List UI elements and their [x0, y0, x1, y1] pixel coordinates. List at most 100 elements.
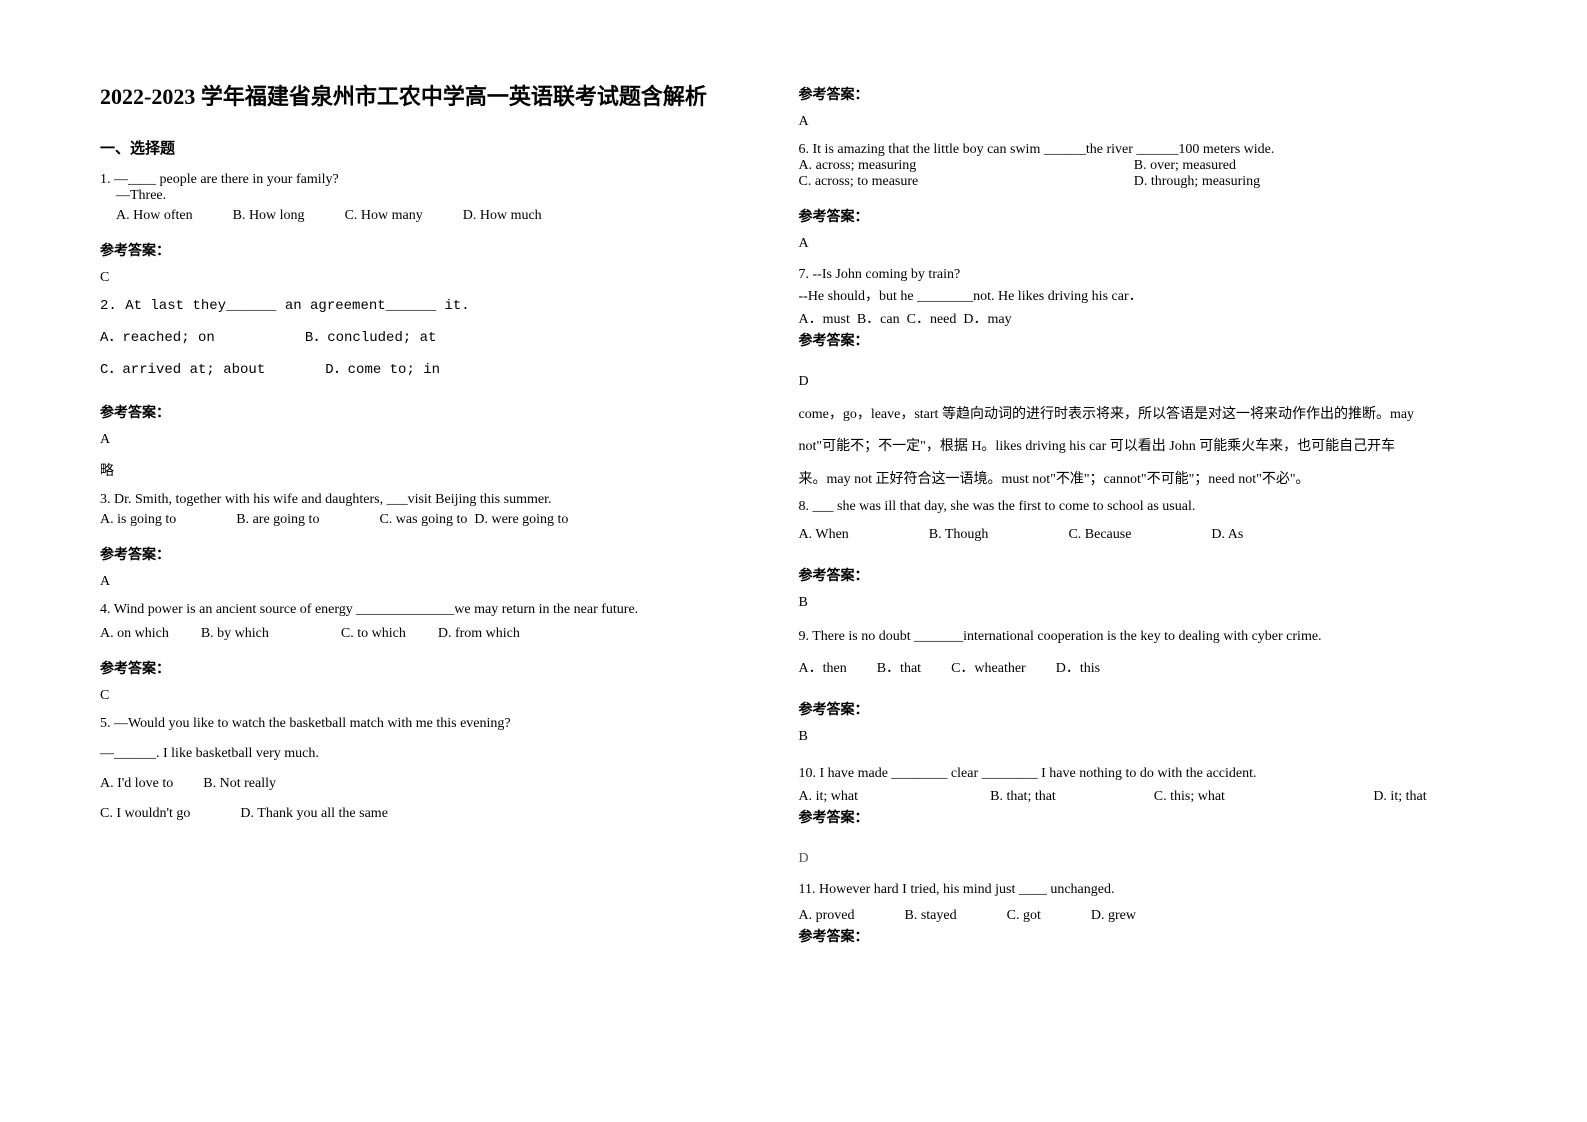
q11-answer-label: 参考答案： — [799, 927, 1498, 949]
q6-answer: A — [799, 236, 1498, 252]
q1-options: A. How often B. How long C. How many D. … — [116, 208, 799, 224]
q4-answer-label: 参考答案： — [100, 658, 799, 678]
q11-optA: A. proved — [799, 905, 855, 927]
q9-options: A．then B．that C．wheather D．this — [799, 657, 1498, 677]
question-10: 10. I have made ________ clear ________ … — [799, 763, 1498, 840]
q8-optD: D. As — [1211, 527, 1243, 543]
q4-stem: 4. Wind power is an ancient source of en… — [100, 602, 799, 618]
q5-options-row2: C. I wouldn't go D. Thank you all the sa… — [100, 806, 799, 822]
left-column: 2022-2023 学年福建省泉州市工农中学高一英语联考试题含解析 一、选择题 … — [100, 80, 799, 1077]
q1-stem: 1. —____ people are there in your family… — [100, 172, 799, 188]
q3-optA: A. is going to — [100, 512, 176, 528]
q5-options-row1: A. I'd love to B. Not really — [100, 776, 799, 792]
question-2: 2. At last they______ an agreement______… — [100, 298, 799, 378]
q7-stem: 7. --Is John coming by train? — [799, 264, 1498, 286]
q8-stem: 8. ___ she was ill that day, she was the… — [799, 499, 1498, 515]
q10-optD: D. it; that — [1373, 786, 1426, 808]
q10-optA: A. it; what — [799, 786, 981, 808]
q6-optD: D. through; measuring — [1134, 174, 1260, 190]
q2-options-row2: C．arrived at; about D．come to; in — [100, 358, 799, 378]
q4-optB: B. by which — [201, 626, 269, 642]
q5-optD: D. Thank you all the same — [240, 806, 388, 822]
q2-optD: D．come to; in — [325, 358, 440, 378]
q1-line2: —Three. — [116, 188, 799, 204]
q7-optB: B．can — [857, 312, 900, 327]
q11-stem: 11. However hard I tried, his mind just … — [799, 879, 1498, 901]
q4-optD: D. from which — [438, 626, 520, 642]
q11-optD: D. grew — [1091, 905, 1136, 927]
q5-optB: B. Not really — [203, 776, 276, 792]
q8-optB: B. Though — [929, 527, 989, 543]
q4-options: A. on which B. by which C. to which D. f… — [100, 626, 799, 642]
q3-optCD: C. was going to D. were going to — [379, 512, 568, 528]
q3-answer: A — [100, 574, 799, 590]
q1-optA: A. How often — [116, 208, 193, 224]
q1-optC: C. How many — [345, 208, 423, 224]
q7-line2: --He should，but he ________not. He likes… — [799, 286, 1498, 308]
q3-optB: B. are going to — [236, 512, 319, 528]
q9-stem: 9. There is no doubt _______internationa… — [799, 629, 1498, 645]
q2-answer-label: 参考答案： — [100, 402, 799, 422]
question-3: 3. Dr. Smith, together with his wife and… — [100, 492, 799, 528]
q6-optB: B. over; measured — [1134, 158, 1236, 174]
question-8: 8. ___ she was ill that day, she was the… — [799, 499, 1498, 543]
q10-answer-label: 参考答案： — [799, 808, 1498, 830]
q9-answer: B — [799, 729, 1498, 745]
q6-optC: C. across; to measure — [799, 174, 1134, 190]
q6-row1: A. across; measuring B. over; measured — [799, 158, 1498, 174]
q11-optB: B. stayed — [905, 905, 957, 927]
q2-options-row1: A．reached; on B．concluded; at — [100, 326, 799, 346]
q1-answer: C — [100, 270, 799, 286]
q2-optA: A．reached; on — [100, 326, 215, 346]
q3-answer-label: 参考答案： — [100, 544, 799, 564]
section-header-1: 一、选择题 — [100, 137, 799, 158]
q7-optA: A．must — [799, 312, 850, 327]
top-answer: A — [799, 114, 1498, 130]
q5-optC: C. I wouldn't go — [100, 806, 190, 822]
q11-options: A. proved B. stayed C. got D. grew — [799, 905, 1498, 927]
top-answer-label: 参考答案： — [799, 84, 1498, 104]
q4-optC: C. to which — [341, 626, 406, 642]
q9-optB: B．that — [877, 657, 921, 677]
q2-answer: A — [100, 432, 799, 448]
question-11: 11. However hard I tried, his mind just … — [799, 879, 1498, 950]
q10-optC: C. this; what — [1154, 786, 1364, 808]
q7-optD: D．may — [963, 312, 1011, 327]
q7-optC: C．need — [907, 312, 957, 327]
q1-answer-label: 参考答案： — [100, 240, 799, 260]
q10-optB: B. that; that — [990, 786, 1144, 808]
question-5: 5. —Would you like to watch the basketba… — [100, 716, 799, 822]
q2-optC: C．arrived at; about — [100, 358, 265, 378]
q8-optA: A. When — [799, 527, 849, 543]
right-column: 参考答案： A 6. It is amazing that the little… — [799, 80, 1498, 1077]
q7-explain1: come，go，leave，start 等趋向动词的进行时表示将来，所以答语是对… — [799, 402, 1498, 429]
question-7: 7. --Is John coming by train? --He shoul… — [799, 264, 1498, 364]
q1-optB: B. How long — [233, 208, 305, 224]
q4-optA: A. on which — [100, 626, 169, 642]
q1-optD: D. How much — [463, 208, 542, 224]
q6-optA: A. across; measuring — [799, 158, 1134, 174]
question-6: 6. It is amazing that the little boy can… — [799, 142, 1498, 190]
question-4: 4. Wind power is an ancient source of en… — [100, 602, 799, 642]
q7-explain3: 来。may not 正好符合这一语境。must not"不准"；cannot"不… — [799, 467, 1498, 494]
q9-optD: D．this — [1056, 657, 1100, 677]
q11-optC: C. got — [1007, 905, 1041, 927]
q4-answer: C — [100, 688, 799, 704]
q3-options: A. is going to B. are going to C. was go… — [100, 512, 799, 528]
q6-stem: 6. It is amazing that the little boy can… — [799, 142, 1498, 158]
q6-answer-label: 参考答案： — [799, 206, 1498, 226]
q10-answer: D — [799, 851, 1498, 867]
q7-explain2: not"可能不；不一定"，根据 H。likes driving his car … — [799, 434, 1498, 461]
q5-line2: —______. I like basketball very much. — [100, 746, 799, 762]
q7-answer: D — [799, 374, 1498, 390]
q2-note: 略 — [100, 460, 799, 480]
q5-stem: 5. —Would you like to watch the basketba… — [100, 716, 799, 732]
q9-answer-label: 参考答案： — [799, 699, 1498, 719]
question-1: 1. —____ people are there in your family… — [100, 172, 799, 224]
q9-optA: A．then — [799, 657, 847, 677]
q8-answer-label: 参考答案： — [799, 565, 1498, 585]
q3-stem: 3. Dr. Smith, together with his wife and… — [100, 492, 799, 508]
q5-optA: A. I'd love to — [100, 776, 173, 792]
question-9: 9. There is no doubt _______internationa… — [799, 629, 1498, 677]
q7-options: A．must B．can C．need D．may — [799, 309, 1498, 331]
